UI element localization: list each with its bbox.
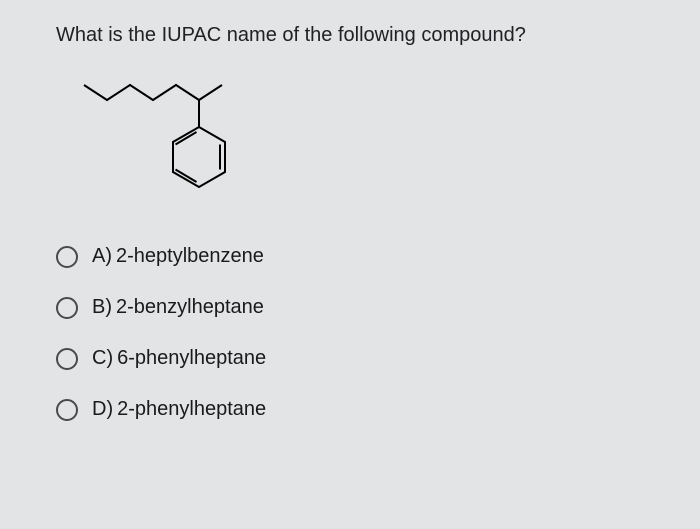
benzene-ring xyxy=(173,127,225,187)
options-list: A)2-heptylbenzene B)2-benzylheptane C)6-… xyxy=(56,245,664,421)
option-label: D)2-phenylheptane xyxy=(92,398,266,421)
option-b[interactable]: B)2-benzylheptane xyxy=(56,296,664,319)
carbon-chain xyxy=(84,85,222,100)
radio-icon xyxy=(56,246,78,268)
option-c[interactable]: C)6-phenylheptane xyxy=(56,347,664,370)
question-card: What is the IUPAC name of the following … xyxy=(0,0,700,529)
radio-icon xyxy=(56,348,78,370)
molecule-structure xyxy=(74,65,664,205)
molecule-svg xyxy=(74,65,254,200)
option-label: B)2-benzylheptane xyxy=(92,296,264,319)
radio-icon xyxy=(56,399,78,421)
question-text: What is the IUPAC name of the following … xyxy=(56,24,664,47)
option-label: C)6-phenylheptane xyxy=(92,347,266,370)
option-label: A)2-heptylbenzene xyxy=(92,245,264,268)
option-a[interactable]: A)2-heptylbenzene xyxy=(56,245,664,268)
option-d[interactable]: D)2-phenylheptane xyxy=(56,398,664,421)
radio-icon xyxy=(56,297,78,319)
